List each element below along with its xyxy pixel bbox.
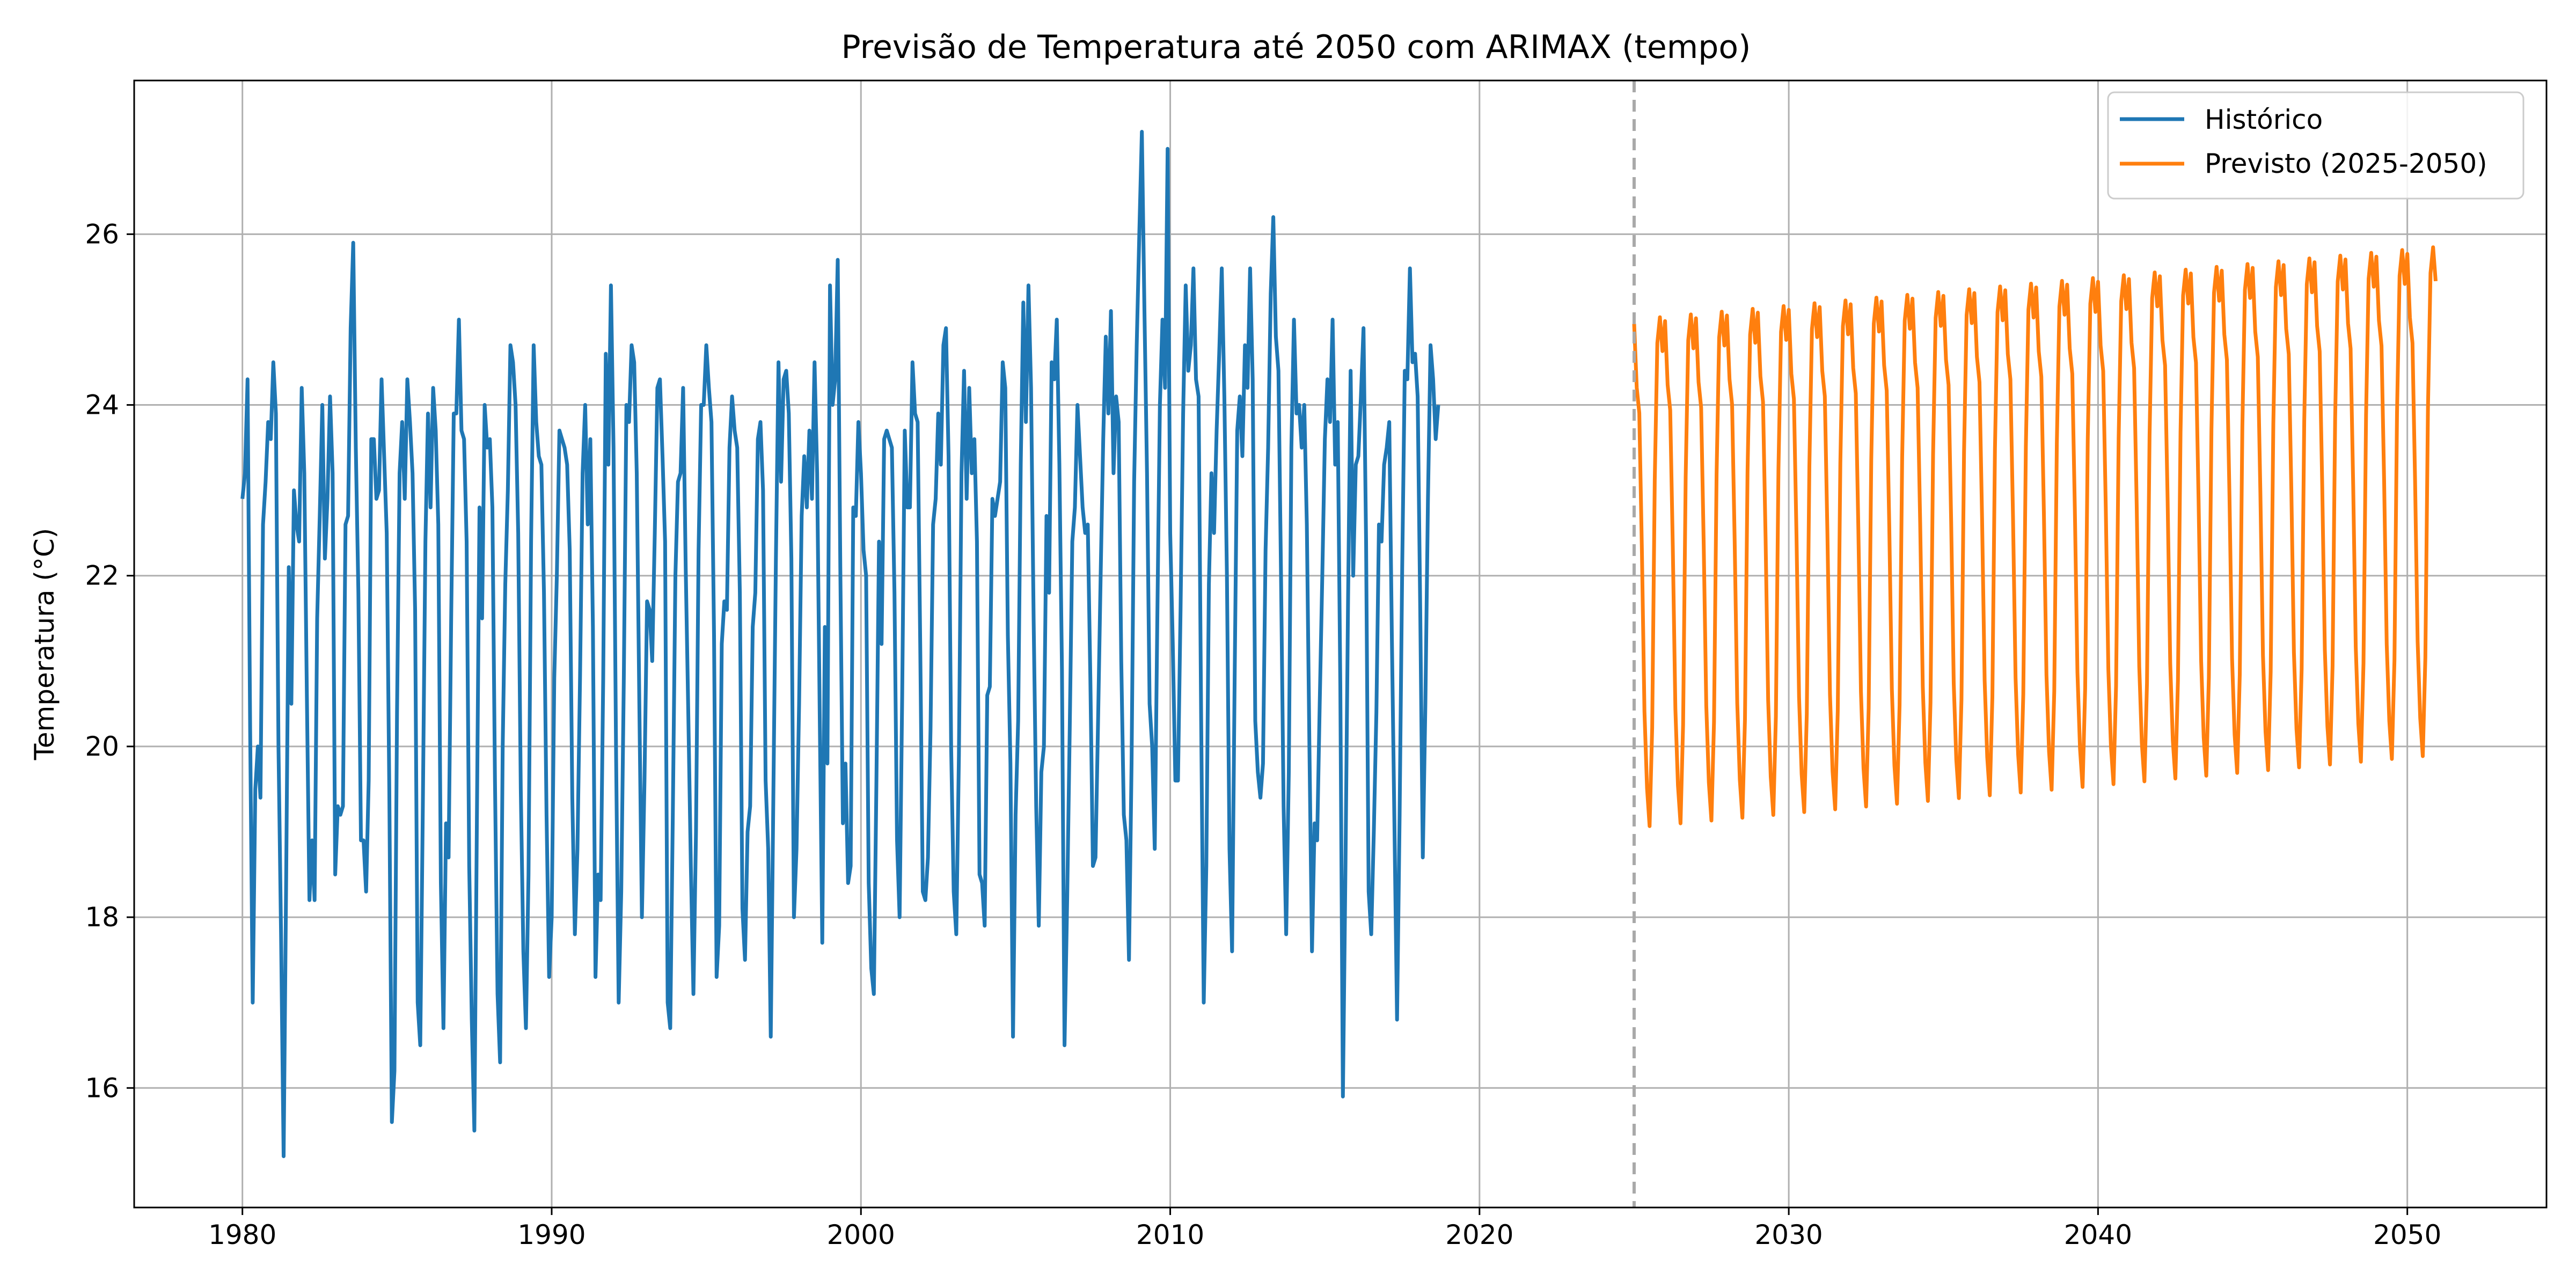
x-tick-label: 2040: [2064, 1219, 2132, 1250]
chart-title: Previsão de Temperatura até 2050 com ARI…: [841, 28, 1751, 66]
y-tick-label: 26: [85, 218, 119, 250]
legend: Histórico Previsto (2025-2050): [2107, 91, 2524, 200]
legend-label-previsto: Previsto (2025-2050): [2205, 148, 2487, 179]
series-layer: [240, 130, 2438, 1158]
y-axis: 16 18 20 22 24 26: [85, 218, 134, 1103]
x-tick-label: 1980: [208, 1219, 276, 1250]
plot-frame: [133, 79, 2548, 1209]
y-tick-label: 16: [85, 1072, 119, 1103]
series-line-previsto: [1632, 245, 2438, 828]
legend-label-historico: Histórico: [2205, 104, 2323, 135]
x-tick-label: 2010: [1136, 1219, 1204, 1250]
x-tick-label: 2050: [2373, 1219, 2441, 1250]
x-tick-label: 2030: [1754, 1219, 1823, 1250]
x-tick-label: 2020: [1445, 1219, 1513, 1250]
y-axis-label: Temperatura (°C): [29, 528, 60, 761]
x-axis: 1980 1990 2000 2010 2020 2030 2040 2050: [208, 1208, 2441, 1250]
y-tick-label: 18: [85, 902, 119, 933]
legend-box: [2107, 91, 2524, 200]
y-tick-label: 22: [85, 560, 119, 591]
series-line-historico: [240, 130, 1440, 1158]
y-tick-label: 20: [85, 731, 119, 762]
x-tick-label: 1990: [517, 1219, 586, 1250]
y-tick-label: 24: [85, 390, 119, 421]
x-tick-label: 2000: [827, 1219, 895, 1250]
